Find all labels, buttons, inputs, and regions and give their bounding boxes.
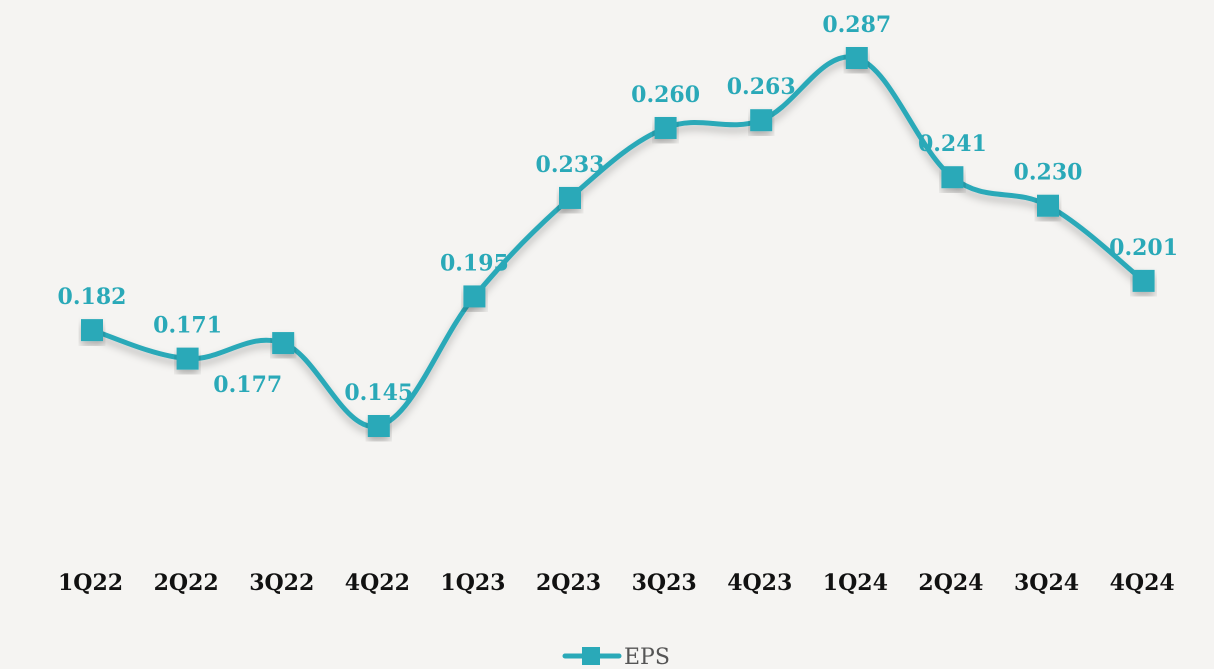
x-tick-label-2q23: 2Q23 (536, 570, 601, 596)
x-tick-label-4q22: 4Q22 (345, 570, 410, 596)
eps-point-marker-3q23 (654, 116, 677, 139)
eps-data-label-4q24: 0.201 (1109, 235, 1178, 261)
x-tick-label-2q24: 2Q24 (918, 570, 983, 596)
x-tick-label-3q24: 3Q24 (1014, 570, 1079, 596)
legend-square-marker (582, 647, 600, 665)
x-tick-label-1q23: 1Q23 (440, 570, 505, 596)
eps-data-label-1q22: 0.182 (58, 284, 127, 310)
x-tick-label-4q24: 4Q24 (1110, 570, 1175, 596)
eps-data-label-1q23: 0.195 (440, 250, 509, 276)
x-tick-label-4q23: 4Q23 (727, 570, 792, 596)
eps-point-marker-3q24 (1037, 194, 1059, 217)
eps-point-marker-2q24 (941, 166, 964, 189)
eps-data-label-3q24: 0.230 (1014, 160, 1083, 186)
x-tick-label-1q22: 1Q22 (58, 570, 123, 596)
legend: EPS (562, 645, 670, 669)
eps-data-label-4q22: 0.145 (344, 380, 413, 406)
eps-point-marker-3q22 (272, 332, 295, 355)
eps-point-marker-4q22 (367, 415, 390, 437)
legend-label: EPS (624, 645, 670, 669)
x-axis: 1Q22 2Q22 3Q22 4Q22 1Q23 2Q23 3Q23 4Q23 1Q24 2Q24… (58, 570, 1175, 596)
eps-point-marker-2q23 (559, 186, 581, 209)
eps-point-marker-4q24 (1132, 269, 1155, 292)
x-tick-label-3q23: 3Q23 (632, 570, 697, 596)
eps-point-marker-4q23 (750, 109, 773, 132)
eps-point-marker-1q24 (845, 47, 868, 69)
eps-data-label-2q23: 0.233 (536, 152, 605, 178)
eps-data-label-2q24: 0.241 (918, 131, 987, 157)
eps-data-label-1q24: 0.287 (822, 12, 891, 38)
eps-data-label-2q22: 0.171 (153, 313, 222, 339)
eps-point-marker-1q23 (463, 285, 486, 308)
x-tick-label-1q24: 1Q24 (823, 570, 888, 596)
eps-point-marker-2q22 (176, 347, 199, 370)
x-tick-label-3q22: 3Q22 (249, 570, 314, 596)
eps-data-label-4q23: 0.263 (727, 74, 796, 100)
eps-data-label-3q23: 0.260 (631, 82, 700, 108)
plot-area: 0.182 0.171 0.177 0.145 0.195 0.233 0.260 0.263… (58, 12, 1178, 437)
x-tick-label-2q22: 2Q22 (154, 570, 219, 596)
eps-data-label-3q22: 0.177 (213, 372, 282, 398)
eps-point-marker-1q22 (81, 319, 103, 342)
